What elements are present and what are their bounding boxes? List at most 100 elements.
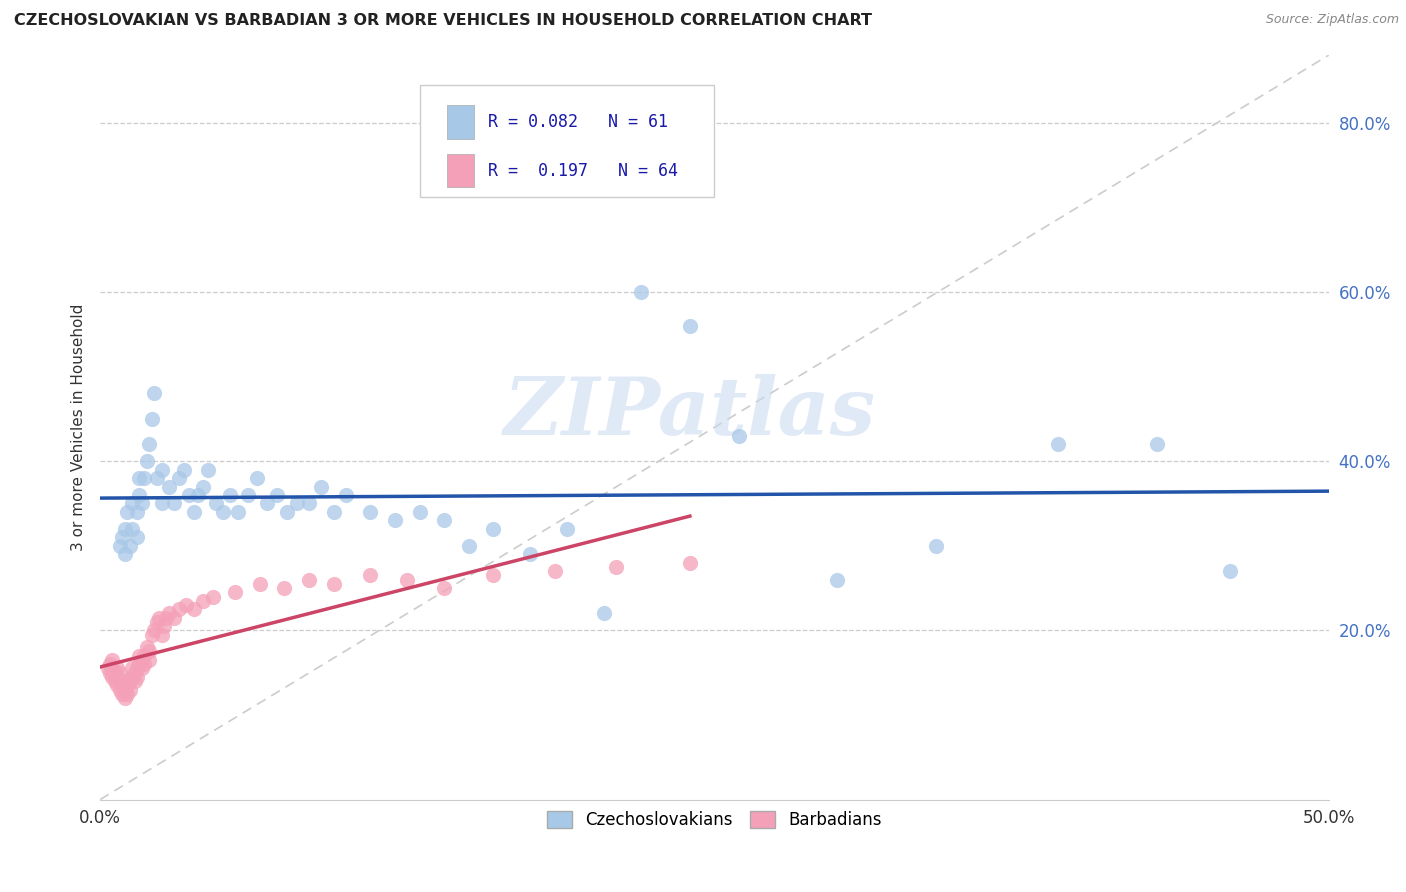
- Point: [183, 505, 205, 519]
- Point: [276, 505, 298, 519]
- Point: [204, 496, 226, 510]
- Legend: Czechoslovakians, Barbadians: Czechoslovakians, Barbadians: [541, 805, 889, 836]
- Point: [630, 285, 652, 299]
- Point: [482, 522, 505, 536]
- Point: [433, 581, 456, 595]
- Point: [193, 593, 215, 607]
- Point: [131, 653, 153, 667]
- Point: [150, 627, 173, 641]
- Point: [114, 674, 136, 689]
- FancyBboxPatch shape: [419, 85, 714, 196]
- Point: [108, 674, 131, 689]
- Text: Source: ZipAtlas.com: Source: ZipAtlas.com: [1265, 13, 1399, 27]
- Point: [138, 437, 160, 451]
- Point: [145, 471, 167, 485]
- Point: [138, 653, 160, 667]
- Point: [157, 479, 180, 493]
- Point: [141, 627, 163, 641]
- Point: [273, 581, 295, 595]
- Point: [105, 678, 128, 692]
- Point: [153, 619, 176, 633]
- Point: [433, 513, 456, 527]
- Point: [298, 573, 321, 587]
- Point: [98, 657, 121, 672]
- Point: [125, 670, 148, 684]
- FancyBboxPatch shape: [447, 153, 474, 187]
- Point: [457, 539, 479, 553]
- Point: [138, 644, 160, 658]
- Point: [679, 318, 702, 333]
- Point: [555, 522, 578, 536]
- Point: [145, 615, 167, 629]
- Point: [202, 590, 225, 604]
- Point: [128, 648, 150, 663]
- Point: [157, 607, 180, 621]
- Point: [544, 564, 567, 578]
- Point: [115, 678, 138, 692]
- Point: [482, 568, 505, 582]
- Point: [236, 488, 259, 502]
- Point: [1146, 437, 1168, 451]
- Point: [193, 479, 215, 493]
- Point: [104, 674, 127, 689]
- Point: [141, 412, 163, 426]
- Point: [121, 496, 143, 510]
- Point: [148, 610, 170, 624]
- Point: [187, 488, 209, 502]
- Point: [125, 505, 148, 519]
- Point: [101, 670, 124, 684]
- Point: [135, 640, 157, 655]
- Point: [128, 471, 150, 485]
- Point: [114, 691, 136, 706]
- Point: [143, 386, 166, 401]
- FancyBboxPatch shape: [447, 105, 474, 139]
- Point: [246, 471, 269, 485]
- Point: [163, 610, 186, 624]
- Text: ZIPatlas: ZIPatlas: [503, 374, 876, 451]
- Point: [111, 687, 134, 701]
- Point: [124, 665, 146, 680]
- Point: [173, 462, 195, 476]
- Text: CZECHOSLOVAKIAN VS BARBADIAN 3 OR MORE VEHICLES IN HOUSEHOLD CORRELATION CHART: CZECHOSLOVAKIAN VS BARBADIAN 3 OR MORE V…: [14, 13, 872, 29]
- Point: [679, 556, 702, 570]
- Point: [114, 522, 136, 536]
- Point: [298, 496, 321, 510]
- Point: [108, 539, 131, 553]
- Point: [163, 496, 186, 510]
- Text: R = 0.082   N = 61: R = 0.082 N = 61: [488, 113, 668, 131]
- Point: [155, 610, 177, 624]
- Point: [134, 471, 156, 485]
- Point: [924, 539, 946, 553]
- Point: [266, 488, 288, 502]
- Point: [134, 648, 156, 663]
- Point: [118, 682, 141, 697]
- Y-axis label: 3 or more Vehicles in Household: 3 or more Vehicles in Household: [72, 303, 86, 551]
- Point: [177, 488, 200, 502]
- Point: [335, 488, 357, 502]
- Point: [212, 505, 235, 519]
- Point: [115, 505, 138, 519]
- Point: [105, 661, 128, 675]
- Point: [183, 602, 205, 616]
- Point: [121, 661, 143, 675]
- Point: [111, 530, 134, 544]
- Point: [322, 505, 344, 519]
- Point: [408, 505, 430, 519]
- Point: [134, 657, 156, 672]
- Point: [125, 661, 148, 675]
- Point: [219, 488, 242, 502]
- Point: [249, 577, 271, 591]
- Point: [121, 522, 143, 536]
- Point: [108, 665, 131, 680]
- Point: [121, 670, 143, 684]
- Point: [226, 505, 249, 519]
- Point: [115, 687, 138, 701]
- Point: [592, 607, 614, 621]
- Point: [118, 674, 141, 689]
- Point: [256, 496, 278, 510]
- Point: [131, 661, 153, 675]
- Point: [108, 682, 131, 697]
- Point: [322, 577, 344, 591]
- Point: [384, 513, 406, 527]
- Point: [111, 678, 134, 692]
